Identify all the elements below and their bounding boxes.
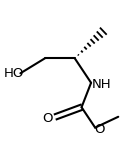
Text: HO: HO xyxy=(4,67,24,80)
Text: NH: NH xyxy=(92,78,111,91)
Text: O: O xyxy=(42,112,52,125)
Text: O: O xyxy=(94,123,105,136)
